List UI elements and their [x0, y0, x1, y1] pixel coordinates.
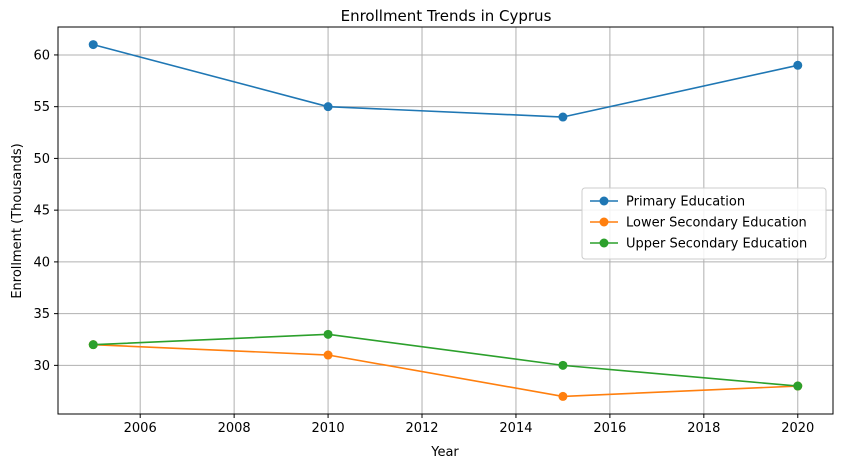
x-tick-label: 2012: [405, 421, 438, 436]
legend-box: [581, 187, 827, 260]
data-point: [88, 40, 98, 50]
series-line: [93, 43, 798, 118]
data-point: [323, 102, 333, 112]
x-tick-label: 2016: [593, 421, 626, 436]
x-tick-label: 2018: [687, 421, 720, 436]
y-tick-label: 55: [33, 100, 50, 115]
x-tick-label: 2014: [499, 421, 532, 436]
legend-label: Primary Education: [626, 195, 745, 210]
data-point: [558, 112, 568, 122]
y-tick-label: 60: [33, 48, 50, 63]
x-tick-label: 2008: [218, 421, 251, 436]
y-tick-label: 30: [33, 359, 50, 374]
y-tick-label: 45: [33, 204, 50, 219]
y-axis-title: Enrollment (Thousands): [10, 143, 25, 298]
x-tick-label: 2020: [781, 421, 814, 436]
x-tick-label: 2006: [124, 421, 157, 436]
data-point: [323, 350, 333, 360]
y-tick-label: 50: [33, 152, 50, 167]
legend-marker: [599, 196, 609, 206]
data-point: [793, 60, 803, 70]
series-line: [93, 343, 798, 398]
legend-marker: [599, 217, 609, 227]
series-line: [93, 333, 798, 387]
chart-title: Enrollment Trends in Cyprus: [341, 7, 552, 25]
data-point: [558, 391, 568, 401]
legend-label: Upper Secondary Education: [626, 237, 807, 252]
legend-label: Lower Secondary Education: [626, 216, 807, 231]
data-point: [793, 381, 803, 391]
series-layer: [88, 40, 803, 401]
plot-frame: [57, 26, 834, 415]
data-point: [323, 329, 333, 339]
x-tick-label: 2010: [312, 421, 345, 436]
y-tick-label: 40: [33, 255, 50, 270]
y-tick-label: 35: [33, 307, 50, 322]
legend-marker: [599, 238, 609, 248]
legend: Primary Education Lower Secondary Educati…: [581, 187, 827, 260]
data-point: [88, 340, 98, 350]
data-point: [558, 360, 568, 370]
axis-ticks: 2006 2008 2010 2012 2014 2016 2018 2020 30 35 40 45…: [33, 48, 814, 436]
x-axis-title: Year: [430, 445, 459, 460]
